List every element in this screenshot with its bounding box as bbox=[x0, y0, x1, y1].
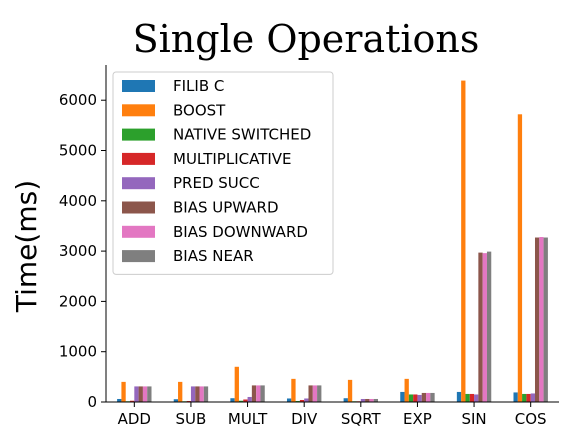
bar-multiplicative-sin bbox=[469, 393, 475, 402]
bar-bias-upward-sqrt bbox=[365, 398, 370, 402]
bar-bias-downward-sqrt bbox=[369, 398, 374, 402]
x-tick-label: EXP bbox=[403, 410, 432, 428]
bar-bias-upward-sin bbox=[478, 252, 483, 402]
bar-native-switched-mult bbox=[238, 400, 244, 402]
legend-label: BIAS NEAR bbox=[173, 247, 254, 265]
legend-label: PRED SUCC bbox=[173, 174, 260, 192]
legend-swatch bbox=[122, 80, 155, 92]
bar-bias-near-mult bbox=[260, 385, 265, 402]
bar-filib-c-mult bbox=[230, 398, 235, 402]
bar-bias-downward-mult bbox=[256, 385, 261, 402]
bar-pred-succ-sub bbox=[190, 386, 196, 402]
bar-bias-near-sin bbox=[486, 251, 492, 402]
bar-pred-succ-add bbox=[134, 386, 139, 402]
bar-native-switched-cos bbox=[522, 393, 527, 402]
legend: FILIB C BOOST NATIVE SWITCHED MULTIPLICATIV… bbox=[112, 71, 334, 275]
y-tick-label: 4000 bbox=[59, 192, 97, 210]
legend-swatch bbox=[122, 128, 155, 141]
bar-multiplicative-exp bbox=[413, 394, 418, 402]
bar-bias-upward-sub bbox=[195, 386, 200, 402]
legend-swatch bbox=[122, 225, 155, 238]
legend-label: NATIVE SWITCHED bbox=[173, 126, 311, 144]
y-tick-label: 5000 bbox=[59, 142, 97, 160]
x-tick-label: ADD bbox=[118, 410, 151, 428]
chart-title: Single Operations bbox=[133, 17, 480, 61]
bar-boost-add bbox=[121, 381, 126, 402]
bar-filib-c-cos bbox=[513, 392, 518, 402]
bar-boost-div bbox=[291, 378, 296, 402]
bar-pred-succ-sqrt bbox=[360, 398, 366, 402]
y-axis-label: Time(ms) bbox=[10, 180, 43, 313]
x-tick-label: SUB bbox=[176, 410, 207, 428]
bar-native-switched-div bbox=[295, 400, 300, 402]
bar-bias-upward-exp bbox=[421, 392, 427, 402]
bar-bias-near-div bbox=[317, 385, 322, 402]
bar-filib-c-sub bbox=[173, 399, 179, 402]
legend-swatch bbox=[122, 177, 155, 190]
bar-filib-c-add bbox=[117, 398, 122, 402]
bar-bias-upward-mult bbox=[251, 385, 257, 402]
legend-label: BOOST bbox=[173, 101, 226, 119]
bar-bias-near-add bbox=[147, 386, 152, 402]
legend-box bbox=[112, 71, 334, 275]
x-tick-label: MULT bbox=[228, 410, 268, 428]
x-tick-label: DIV bbox=[291, 410, 318, 428]
bar-multiplicative-sub bbox=[186, 400, 191, 402]
bar-multiplicative-div bbox=[299, 399, 305, 402]
bar-boost-sin bbox=[461, 80, 466, 402]
bar-bias-downward-sub bbox=[199, 386, 204, 402]
legend-swatch bbox=[122, 250, 155, 263]
bar-boost-cos bbox=[517, 114, 523, 402]
y-tick-label: 0 bbox=[87, 393, 97, 411]
bar-pred-succ-sin bbox=[474, 394, 479, 402]
bar-multiplicative-mult bbox=[243, 399, 248, 402]
bar-bias-upward-cos bbox=[534, 237, 540, 402]
bar-bias-near-exp bbox=[430, 392, 435, 402]
bar-bias-downward-sin bbox=[482, 253, 487, 402]
bar-bias-near-sub bbox=[203, 386, 209, 402]
bar-filib-c-exp bbox=[400, 391, 405, 402]
bar-bias-near-cos bbox=[543, 237, 548, 402]
bar-multiplicative-cos bbox=[526, 393, 531, 402]
bar-filib-c-sin bbox=[456, 391, 462, 402]
x-tick-label: SIN bbox=[461, 410, 486, 428]
bar-bias-upward-add bbox=[138, 386, 143, 402]
bar-boost-sub bbox=[178, 381, 183, 402]
bar-native-switched-sin bbox=[465, 393, 470, 402]
y-tick-label: 1000 bbox=[59, 343, 97, 361]
bar-bias-near-sqrt bbox=[373, 398, 379, 402]
bar-native-switched-exp bbox=[408, 394, 414, 402]
bar-bias-downward-div bbox=[312, 385, 318, 402]
bar-bias-downward-cos bbox=[539, 237, 544, 402]
bar-boost-exp bbox=[404, 378, 409, 402]
x-tick-label: SQRT bbox=[341, 410, 382, 428]
bar-pred-succ-cos bbox=[530, 393, 535, 402]
bar-boost-mult bbox=[234, 366, 239, 402]
bar-bias-downward-exp bbox=[426, 392, 431, 402]
legend-label: FILIB C bbox=[173, 77, 224, 95]
legend-label: MULTIPLICATIVE bbox=[173, 150, 292, 168]
legend-label: BIAS DOWNWARD bbox=[173, 223, 308, 241]
y-tick-label: 2000 bbox=[59, 292, 97, 310]
bar-filib-c-sqrt bbox=[343, 398, 348, 402]
bar-filib-c-div bbox=[286, 398, 292, 402]
bar-bias-downward-add bbox=[142, 386, 148, 402]
legend-label: BIAS UPWARD bbox=[173, 199, 279, 217]
bar-boost-sqrt bbox=[347, 379, 353, 402]
bar-pred-succ-div bbox=[304, 398, 309, 402]
legend-swatch bbox=[122, 201, 155, 214]
plot-area: 0 1000 2000 3000 4000 5000 6000 ADD SUB MULT DIV SQ… bbox=[59, 65, 559, 428]
legend-swatch bbox=[122, 104, 155, 117]
bar-pred-succ-exp bbox=[417, 394, 422, 402]
bar-multiplicative-add bbox=[130, 400, 135, 402]
bar-bias-upward-div bbox=[308, 385, 313, 402]
legend-swatch bbox=[122, 152, 155, 165]
bar-pred-succ-mult bbox=[247, 396, 252, 402]
y-tick-label: 3000 bbox=[59, 242, 97, 260]
x-tick-label: COS bbox=[515, 410, 547, 428]
y-tick-label: 6000 bbox=[59, 91, 97, 109]
